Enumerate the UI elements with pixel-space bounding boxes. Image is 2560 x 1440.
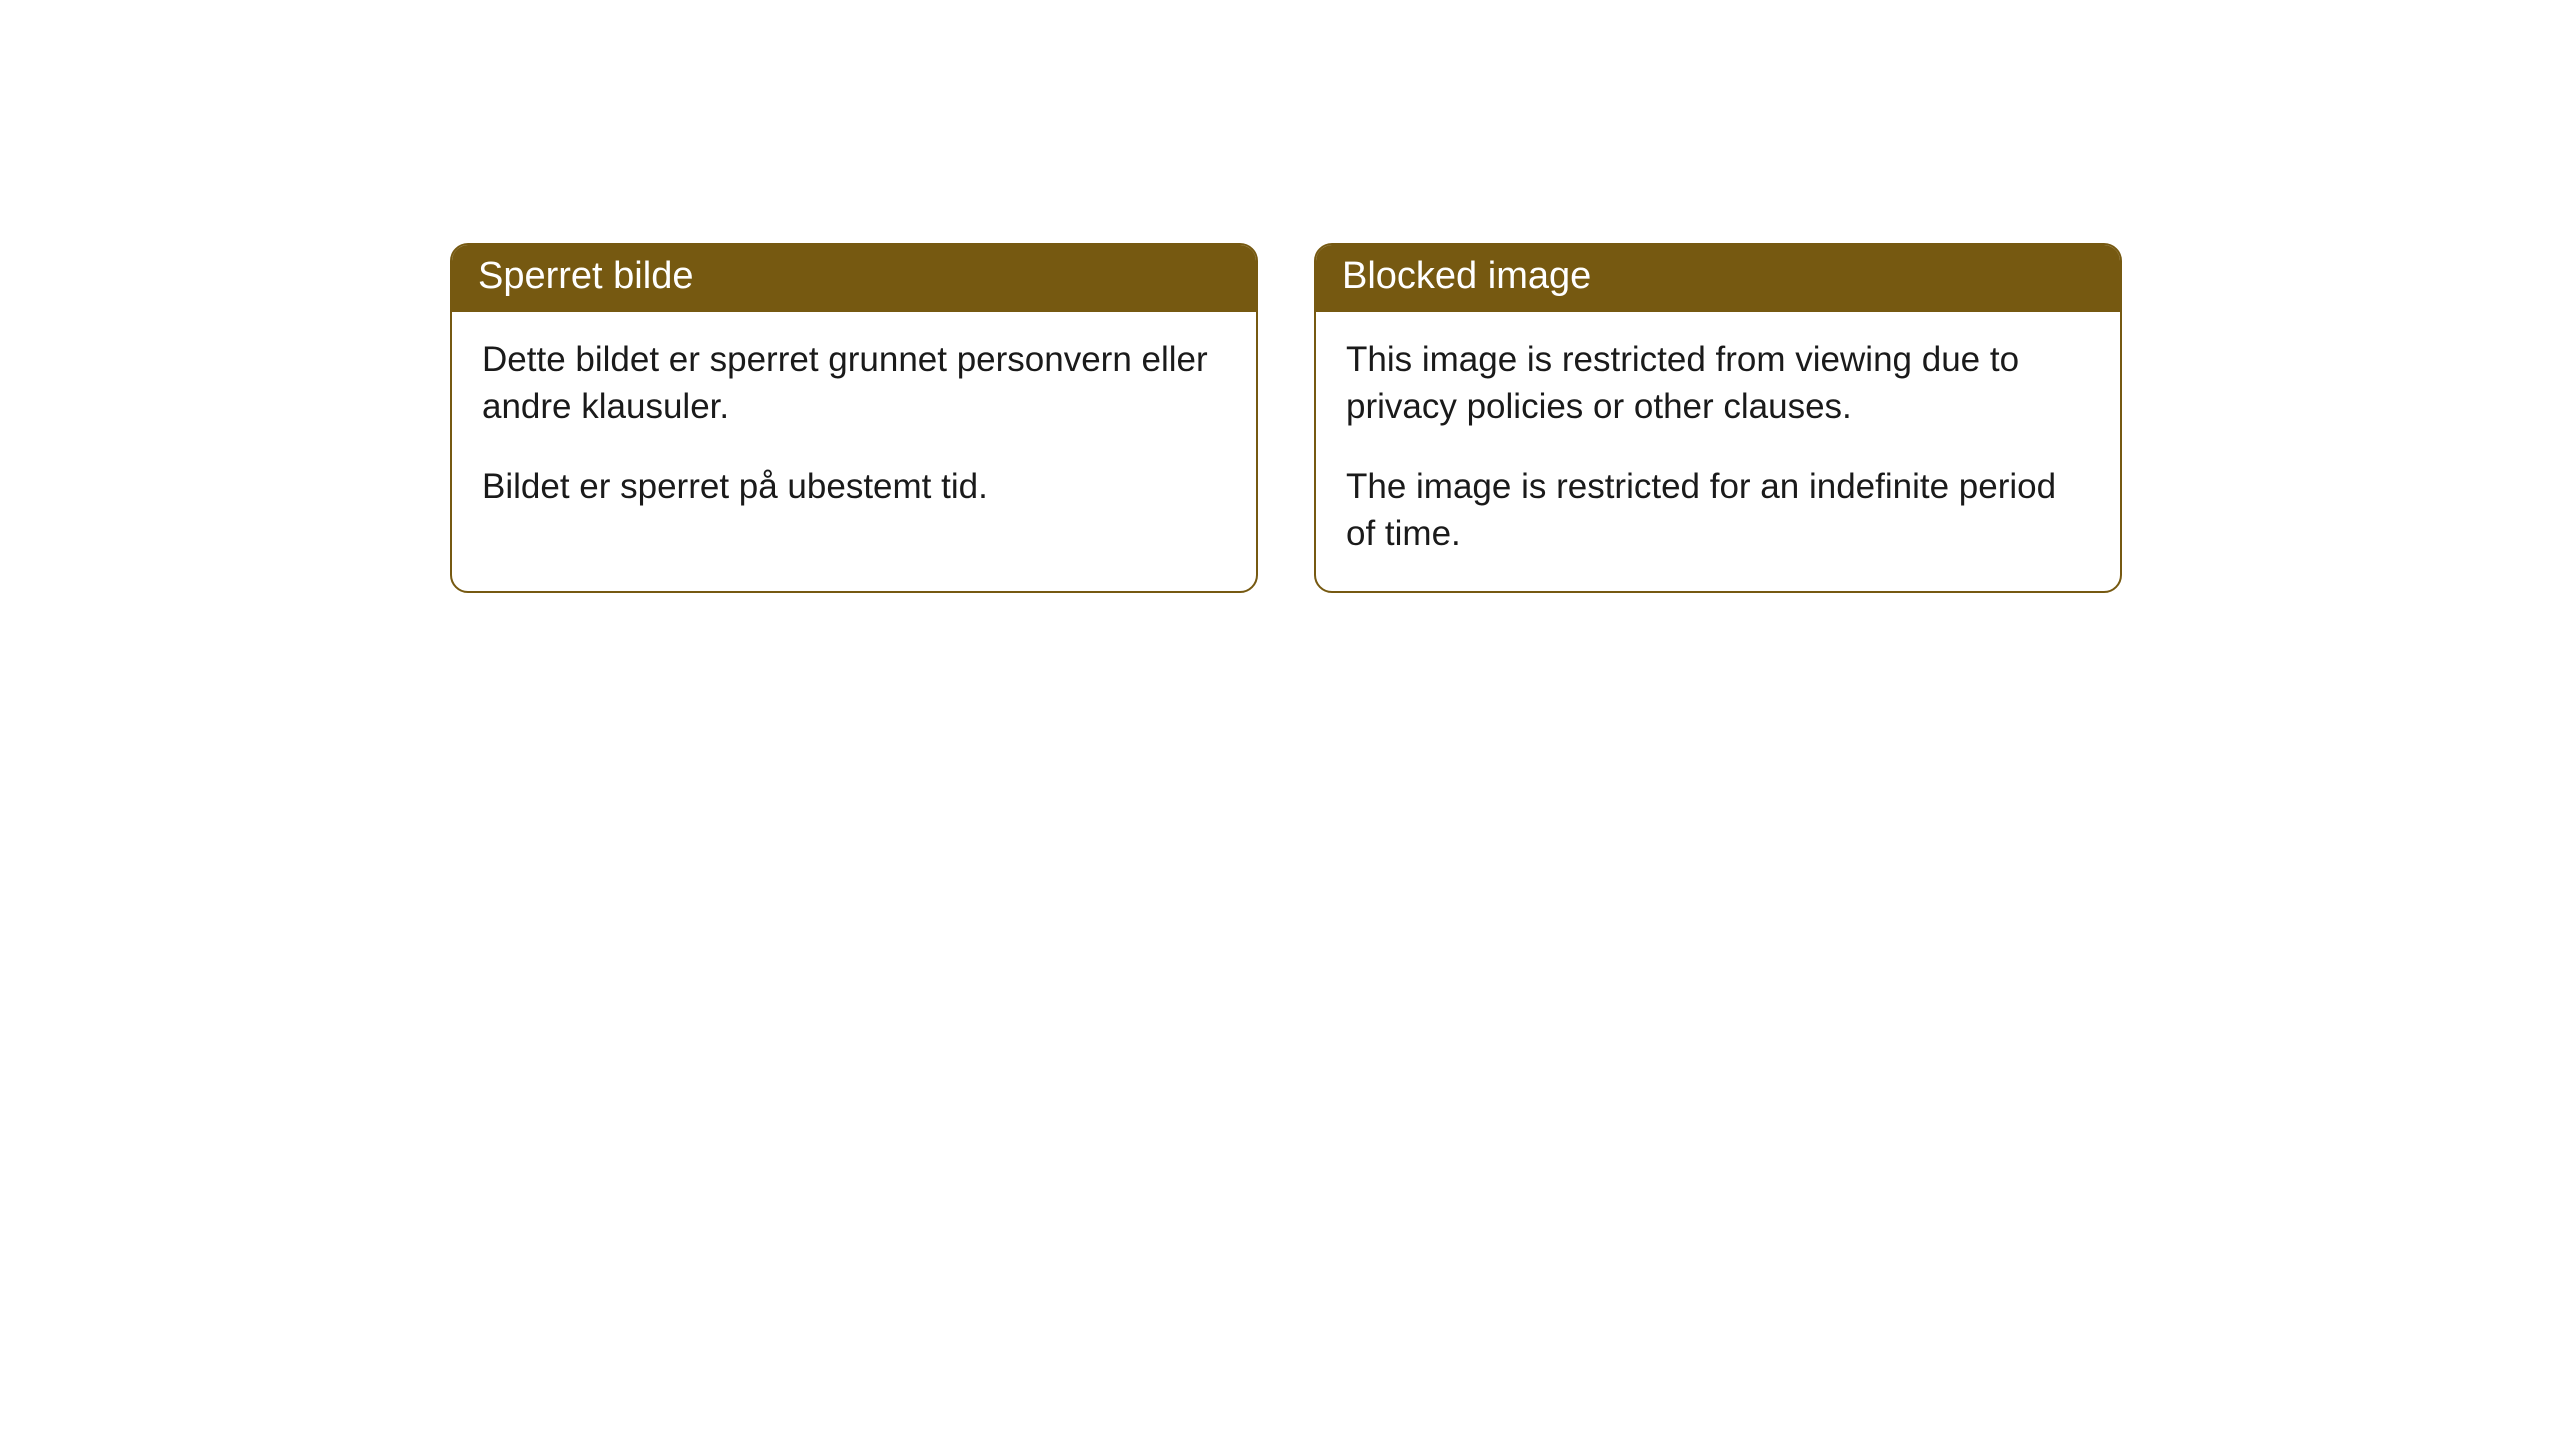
card-body: This image is restricted from viewing du… [1316, 312, 2120, 591]
card-paragraph: Bildet er sperret på ubestemt tid. [482, 463, 1226, 510]
blocked-image-card-english: Blocked image This image is restricted f… [1314, 243, 2122, 593]
card-paragraph: This image is restricted from viewing du… [1346, 336, 2090, 431]
card-paragraph: Dette bildet er sperret grunnet personve… [482, 336, 1226, 431]
notice-cards-container: Sperret bilde Dette bildet er sperret gr… [450, 243, 2560, 593]
card-paragraph: The image is restricted for an indefinit… [1346, 463, 2090, 558]
card-body: Dette bildet er sperret grunnet personve… [452, 312, 1256, 544]
blocked-image-card-norwegian: Sperret bilde Dette bildet er sperret gr… [450, 243, 1258, 593]
card-title: Blocked image [1342, 255, 1591, 297]
card-title: Sperret bilde [478, 255, 693, 297]
card-header: Blocked image [1316, 245, 2120, 312]
card-header: Sperret bilde [452, 245, 1256, 312]
